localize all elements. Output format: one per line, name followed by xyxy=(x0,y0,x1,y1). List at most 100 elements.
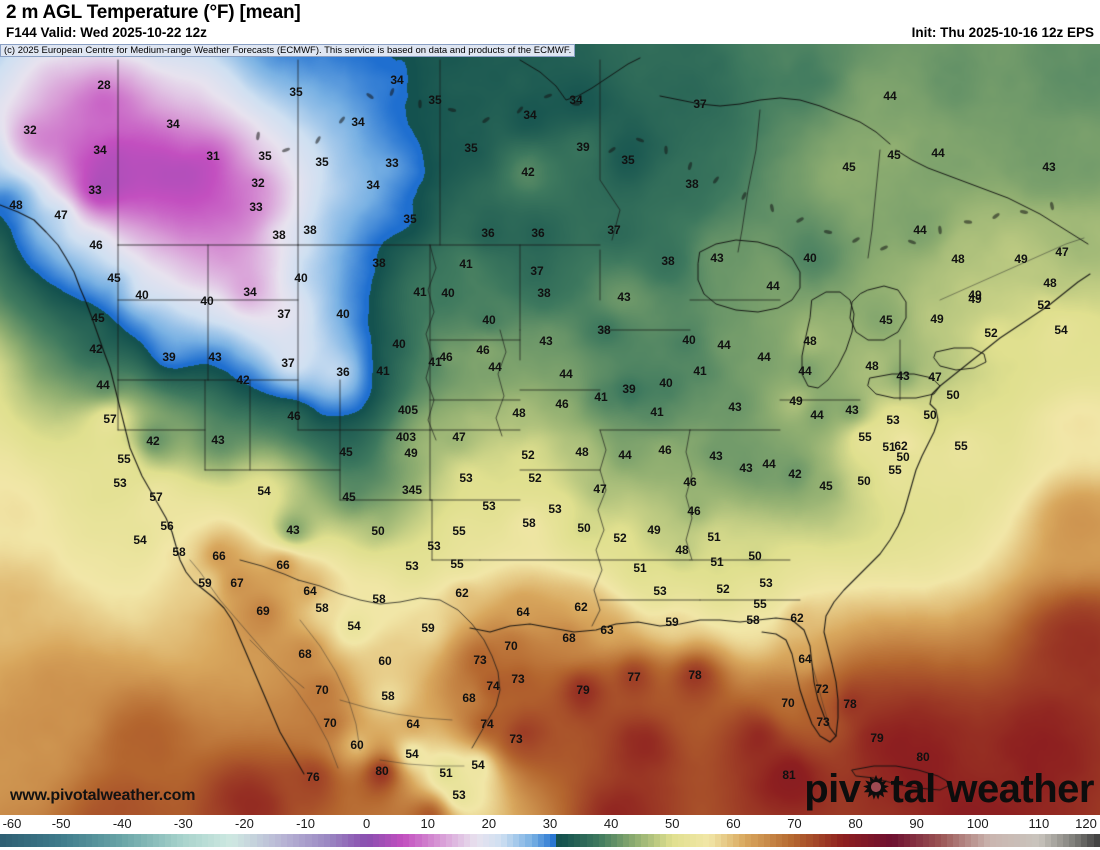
temperature-value-label: 49 xyxy=(968,293,981,305)
temperature-value-label: 48 xyxy=(675,544,688,556)
temperature-value-label: 39 xyxy=(576,141,589,153)
temperature-value-label: 62 xyxy=(790,612,803,624)
temperature-value-label: 55 xyxy=(888,464,901,476)
temperature-value-label: 44 xyxy=(559,368,572,380)
temperature-value-label: 62 xyxy=(574,601,587,613)
temperature-value-label: 37 xyxy=(281,357,294,369)
forecast-valid-time: F144 Valid: Wed 2025-10-22 12z xyxy=(6,25,207,40)
temperature-value-label: 52 xyxy=(1037,299,1050,311)
temperature-value-label: 53 xyxy=(452,789,465,801)
temperature-value-label: 48 xyxy=(1043,277,1056,289)
colorbar-tick: 100 xyxy=(967,816,989,831)
temperature-value-label: 46 xyxy=(555,398,568,410)
colorbar-tick: 40 xyxy=(604,816,618,831)
colorbar-tick: -50 xyxy=(52,816,71,831)
temperature-value-label: 43 xyxy=(539,335,552,347)
temperature-value-label: 81 xyxy=(782,769,795,781)
temperature-map[interactable]: 32 34 28 33 48 47 46 45 40 45 42 44 57 55 53 57 56 54 58 66… xyxy=(0,44,1100,815)
temperature-value-label: 70 xyxy=(315,684,328,696)
temperature-value-label: 78 xyxy=(688,669,701,681)
colorbar-tick: 30 xyxy=(543,816,557,831)
temperature-value-label: 53 xyxy=(886,414,899,426)
temperature-value-label: 53 xyxy=(459,472,472,484)
pivotal-weather-logo: piv tal weather xyxy=(804,769,1094,809)
ecmwf-copyright-notice: (c) 2025 European Centre for Medium-rang… xyxy=(0,44,575,57)
temperature-value-label: 42 xyxy=(788,468,801,480)
temperature-value-label: 47 xyxy=(1055,246,1068,258)
temperature-value-label: 44 xyxy=(762,458,775,470)
temperature-value-label: 35 xyxy=(315,156,328,168)
temperature-value-label: 67 xyxy=(230,577,243,589)
colorbar-tick: -10 xyxy=(296,816,315,831)
temperature-value-label: 45 xyxy=(342,491,355,503)
temperature-value-label: 73 xyxy=(816,716,829,728)
temperature-value-label: 60 xyxy=(378,655,391,667)
temperature-value-label: 37 xyxy=(693,98,706,110)
temperature-value-label: 42 xyxy=(89,343,102,355)
temperature-value-label: 44 xyxy=(913,224,926,236)
temperature-value-label: 58 xyxy=(746,614,759,626)
temperature-value-label: 47 xyxy=(593,483,606,495)
temperature-value-label: 47 xyxy=(54,209,67,221)
temperature-value-label: 41 xyxy=(428,356,441,368)
temperature-value-label: 33 xyxy=(385,157,398,169)
temperature-value-label: 34 xyxy=(351,116,364,128)
temperature-value-label: 44 xyxy=(717,339,730,351)
temperature-value-label: 54 xyxy=(133,534,146,546)
temperature-value-label: 44 xyxy=(757,351,770,363)
temperature-value-label: 62 xyxy=(455,587,468,599)
temperature-value-label: 73 xyxy=(473,654,486,666)
temperature-value-label: 58 xyxy=(315,602,328,614)
temperature-value-label: 35 xyxy=(621,154,634,166)
temperature-value-label: 60 xyxy=(350,739,363,751)
temperature-value-label: 78 xyxy=(843,698,856,710)
temperature-value-label: 50 xyxy=(748,550,761,562)
temperature-value-label: 50 xyxy=(857,475,870,487)
temperature-value-label: 40 xyxy=(135,289,148,301)
temperature-value-label: 63 xyxy=(600,624,613,636)
colorbar-tick: -30 xyxy=(174,816,193,831)
temperature-value-label: 43 xyxy=(739,462,752,474)
temperature-value-label: 51 xyxy=(439,767,452,779)
temperature-value-label: 77 xyxy=(627,671,640,683)
temperature-value-label: 70 xyxy=(504,640,517,652)
temperature-value-label: 38 xyxy=(685,178,698,190)
temperature-value-label: 59 xyxy=(665,616,678,628)
temperature-value-label: 38 xyxy=(537,287,550,299)
temperature-value-label: 43 xyxy=(710,252,723,264)
temperature-value-label: 41 xyxy=(693,365,706,377)
temperature-value-label: 35 xyxy=(289,86,302,98)
temperature-value-label: 42 xyxy=(236,374,249,386)
temperature-value-label: 48 xyxy=(865,360,878,372)
temperature-value-label: 40 xyxy=(682,334,695,346)
temperature-value-label: 44 xyxy=(96,379,109,391)
temperature-value-label: 31 xyxy=(206,150,219,162)
temperature-value-label: 50 xyxy=(371,525,384,537)
temperature-value-label: 45 xyxy=(107,272,120,284)
temperature-value-label: 37 xyxy=(530,265,543,277)
temperature-value-label: 73 xyxy=(511,673,524,685)
temperature-value-label: 76 xyxy=(306,771,319,783)
temperature-value-label: 58 xyxy=(381,690,394,702)
temperature-value-label: 64 xyxy=(303,585,316,597)
temperature-value-label: 44 xyxy=(766,280,779,292)
temperature-value-label: 43 xyxy=(709,450,722,462)
temperature-value-label: 34 xyxy=(93,144,106,156)
temperature-value-label: 34 xyxy=(390,74,403,86)
temperature-value-label: 64 xyxy=(406,718,419,730)
temperature-value-label: 46 xyxy=(287,410,300,422)
temperature-value-label: 74 xyxy=(480,718,493,730)
temperature-value-label: 45 xyxy=(819,480,832,492)
temperature-value-label: 40 xyxy=(803,252,816,264)
colorbar-tick: 70 xyxy=(787,816,801,831)
station-label-overlay: 32 34 28 33 48 47 46 45 40 45 42 44 57 55 53 57 56 54 58 66… xyxy=(0,44,1100,815)
colorbar-tick: -40 xyxy=(113,816,132,831)
temperature-value-label: 46 xyxy=(89,239,102,251)
temperature-value-label: 53 xyxy=(427,540,440,552)
temperature-value-label: 45 xyxy=(842,161,855,173)
temperature-value-label: 55 xyxy=(954,440,967,452)
temperature-value-label: 28 xyxy=(97,79,110,91)
temperature-value-label: 46 xyxy=(687,505,700,517)
weather-map-app: 2 m AGL Temperature (°F) [mean] F144 Val… xyxy=(0,0,1100,850)
temperature-value-label: 40 xyxy=(441,287,454,299)
